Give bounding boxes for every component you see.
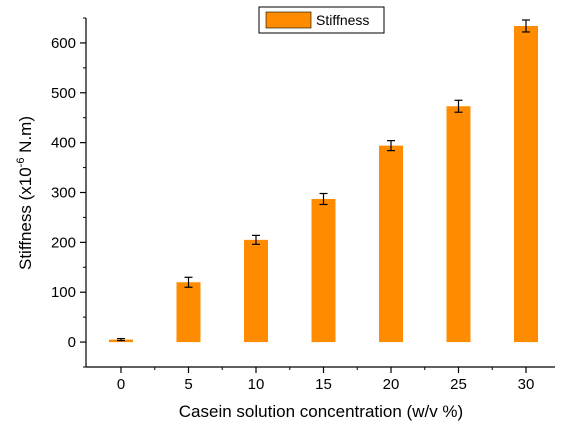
- error-bar-10: [252, 234, 260, 245]
- y-tick-label: 100: [51, 284, 76, 301]
- error-bar-15: [319, 192, 328, 206]
- x-axis-ticks: 0 5 10 15 20 25 30: [117, 367, 535, 393]
- bar-5: [176, 282, 201, 343]
- error-bar-25: [454, 99, 463, 113]
- x-tick-label: 5: [184, 376, 192, 393]
- bars-group: [109, 25, 538, 343]
- y-axis-title: Stiffness (x10-6 N.m): [15, 116, 35, 270]
- bar-10: [244, 239, 268, 343]
- x-tick-label: 15: [315, 376, 332, 393]
- legend-swatch: [265, 11, 312, 29]
- y-tick-label: 600: [51, 35, 76, 52]
- x-tick-label: 20: [383, 376, 400, 393]
- error-bar-20: [387, 140, 395, 152]
- error-bar-5: [184, 276, 193, 288]
- x-axis-title: Casein solution concentration (w/v %): [179, 402, 463, 421]
- legend: Stiffness: [258, 6, 385, 34]
- y-tick-label: 400: [51, 135, 76, 152]
- y-tick-label: 300: [51, 185, 76, 202]
- x-tick-label: 30: [518, 376, 535, 393]
- bar-15: [311, 198, 336, 343]
- error-bar-30: [522, 19, 530, 33]
- error-bar-0: [117, 337, 125, 342]
- y-tick-label: 200: [51, 234, 76, 251]
- y-axis-ticks: 0 100 200 300 400 500 600: [51, 17, 86, 368]
- x-tick-label: 10: [248, 376, 265, 393]
- y-tick-label: 500: [51, 85, 76, 102]
- error-bars-group: [117, 19, 530, 342]
- legend-label: Stiffness: [316, 12, 369, 28]
- bar-25: [446, 106, 471, 343]
- bar-20: [379, 145, 403, 343]
- x-tick-label: 25: [450, 376, 467, 393]
- y-axis-title-superscript: -6: [15, 158, 27, 168]
- x-tick-label: 0: [117, 376, 125, 393]
- y-tick-label: 0: [68, 334, 76, 351]
- bar-30: [514, 25, 538, 343]
